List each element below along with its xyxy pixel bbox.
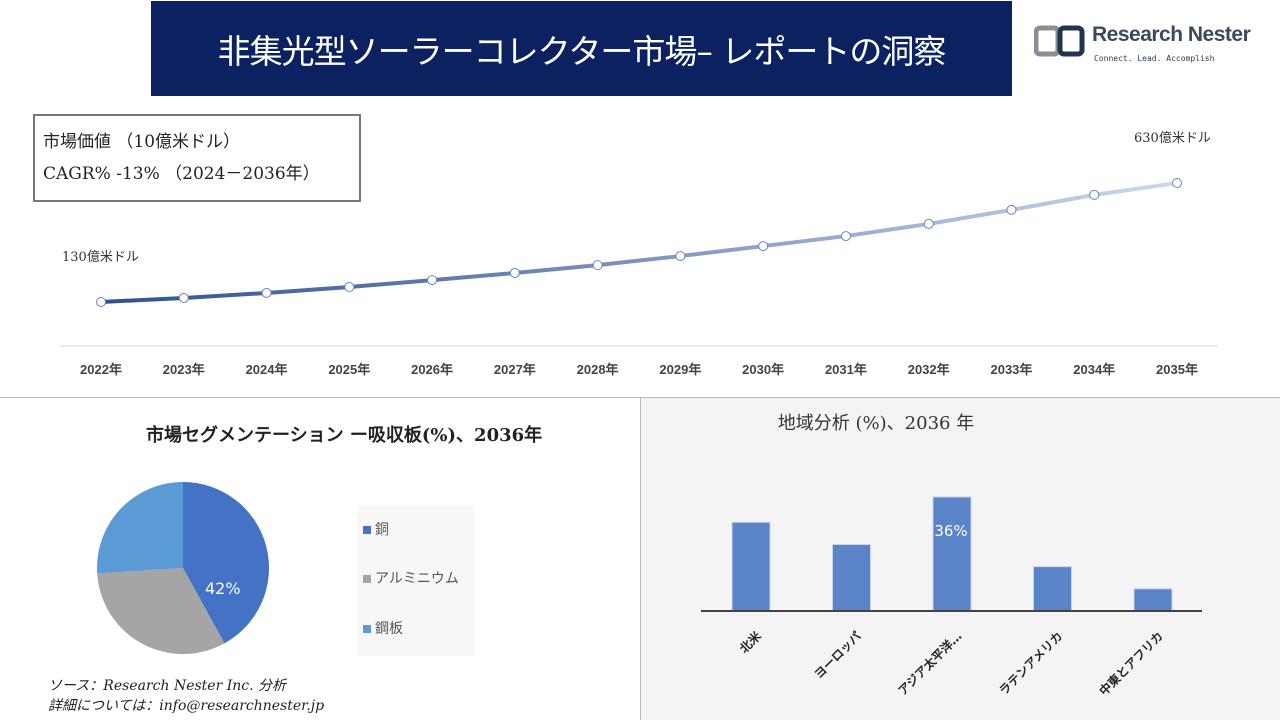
start-value-label: 130億米ドル bbox=[62, 250, 139, 265]
data-point bbox=[923, 218, 934, 229]
section-divider bbox=[0, 397, 1280, 398]
data-point bbox=[675, 251, 686, 262]
legend-item-steel: 鋼板 bbox=[363, 620, 403, 638]
bar bbox=[731, 521, 771, 612]
bar bbox=[932, 496, 972, 612]
data-point bbox=[840, 231, 851, 242]
bar bbox=[1033, 566, 1072, 612]
x-tick-label: 2023年 bbox=[162, 362, 205, 377]
data-point bbox=[509, 267, 520, 278]
details-text: 詳細については：info@researchnester.jp bbox=[48, 698, 325, 714]
x-tick-label: 2026年 bbox=[411, 362, 454, 377]
source-note: ソース：Research Nester Inc. 分析 詳細については：info… bbox=[48, 676, 324, 716]
source-text: ソース：Research Nester Inc. 分析 bbox=[48, 678, 287, 694]
bar-chart-title: 地域分析 (%)、2036 年 bbox=[777, 413, 975, 434]
x-tick-label: 2025年 bbox=[328, 362, 371, 377]
logo-tagline: Connect. Lead. Accomplish bbox=[1094, 54, 1215, 63]
legend-label: 銅 bbox=[375, 522, 389, 538]
legend-item-copper: 銅 bbox=[363, 521, 389, 539]
x-tick-label: 2033年 bbox=[990, 362, 1033, 377]
legend-swatch bbox=[363, 575, 371, 583]
market-info-box: 市場価値 （10億米ドル） CAGR% -13% （2024－2036年） bbox=[33, 114, 361, 202]
data-point bbox=[1172, 178, 1182, 188]
data-point bbox=[427, 275, 438, 286]
line-chart bbox=[60, 178, 1218, 347]
bar bbox=[1133, 588, 1173, 612]
legend-swatch bbox=[363, 526, 371, 534]
pie-chart bbox=[97, 482, 269, 654]
regional-panel: 地域分析 (%)、2036 年 北米 ヨーロッパ アジア太平洋… ラテンアメリカ 中東と… bbox=[640, 398, 1280, 720]
data-point bbox=[758, 241, 769, 252]
pie-slice bbox=[97, 482, 183, 574]
data-point bbox=[1006, 204, 1017, 215]
logo-name: Research Nester bbox=[1092, 23, 1251, 46]
x-tick-label: 2022年 bbox=[80, 362, 122, 377]
bar bbox=[832, 544, 871, 612]
x-tick-label: 2029年 bbox=[659, 362, 702, 377]
x-tick-label: 2031年 bbox=[824, 362, 867, 377]
pie-data-label: 42% bbox=[205, 579, 241, 598]
pie-slice bbox=[97, 568, 225, 654]
legend-swatch bbox=[363, 625, 371, 633]
x-tick-label: 2034年 bbox=[1073, 362, 1116, 377]
series-line bbox=[100, 181, 1178, 304]
bar-chart bbox=[701, 496, 1202, 612]
x-tick-label: 2024年 bbox=[245, 362, 288, 377]
data-point bbox=[1089, 189, 1100, 200]
legend-label: アルミニウム bbox=[375, 571, 459, 587]
x-tick-label: 2028年 bbox=[576, 362, 619, 377]
pie-legend: 銅 アルミニウム 鋼板 bbox=[357, 506, 475, 656]
data-point bbox=[592, 260, 603, 271]
data-point bbox=[178, 292, 189, 303]
x-tick-label: 2027年 bbox=[493, 362, 536, 377]
cagr-label: CAGR% -13% （2024－2036年） bbox=[43, 164, 320, 184]
data-point bbox=[96, 297, 106, 307]
pie-chart-title: 市場セグメンテーション ー吸収板(%)、2036年 bbox=[146, 425, 543, 446]
x-tick-label: 2035年 bbox=[1156, 362, 1198, 377]
data-point bbox=[344, 282, 355, 293]
x-tick-label: 2030年 bbox=[742, 362, 785, 377]
legend-label: 鋼板 bbox=[375, 621, 403, 637]
page-title: 非集光型ソーラーコレクター市場– レポートの洞察 bbox=[151, 1, 1012, 96]
legend-item-aluminium: アルミニウム bbox=[363, 570, 459, 588]
market-value-label: 市場価値 （10億米ドル） bbox=[43, 132, 241, 152]
research-nester-logo: Research Nester Connect. Lead. Accomplis… bbox=[1033, 23, 1264, 68]
logo-icon bbox=[1033, 25, 1085, 57]
data-point bbox=[261, 287, 272, 298]
end-value-label: 630億米ドル bbox=[1134, 131, 1211, 146]
pie-slice bbox=[183, 482, 269, 644]
bar-data-label: 36% bbox=[934, 522, 968, 540]
x-tick-label: 2032年 bbox=[907, 362, 950, 377]
